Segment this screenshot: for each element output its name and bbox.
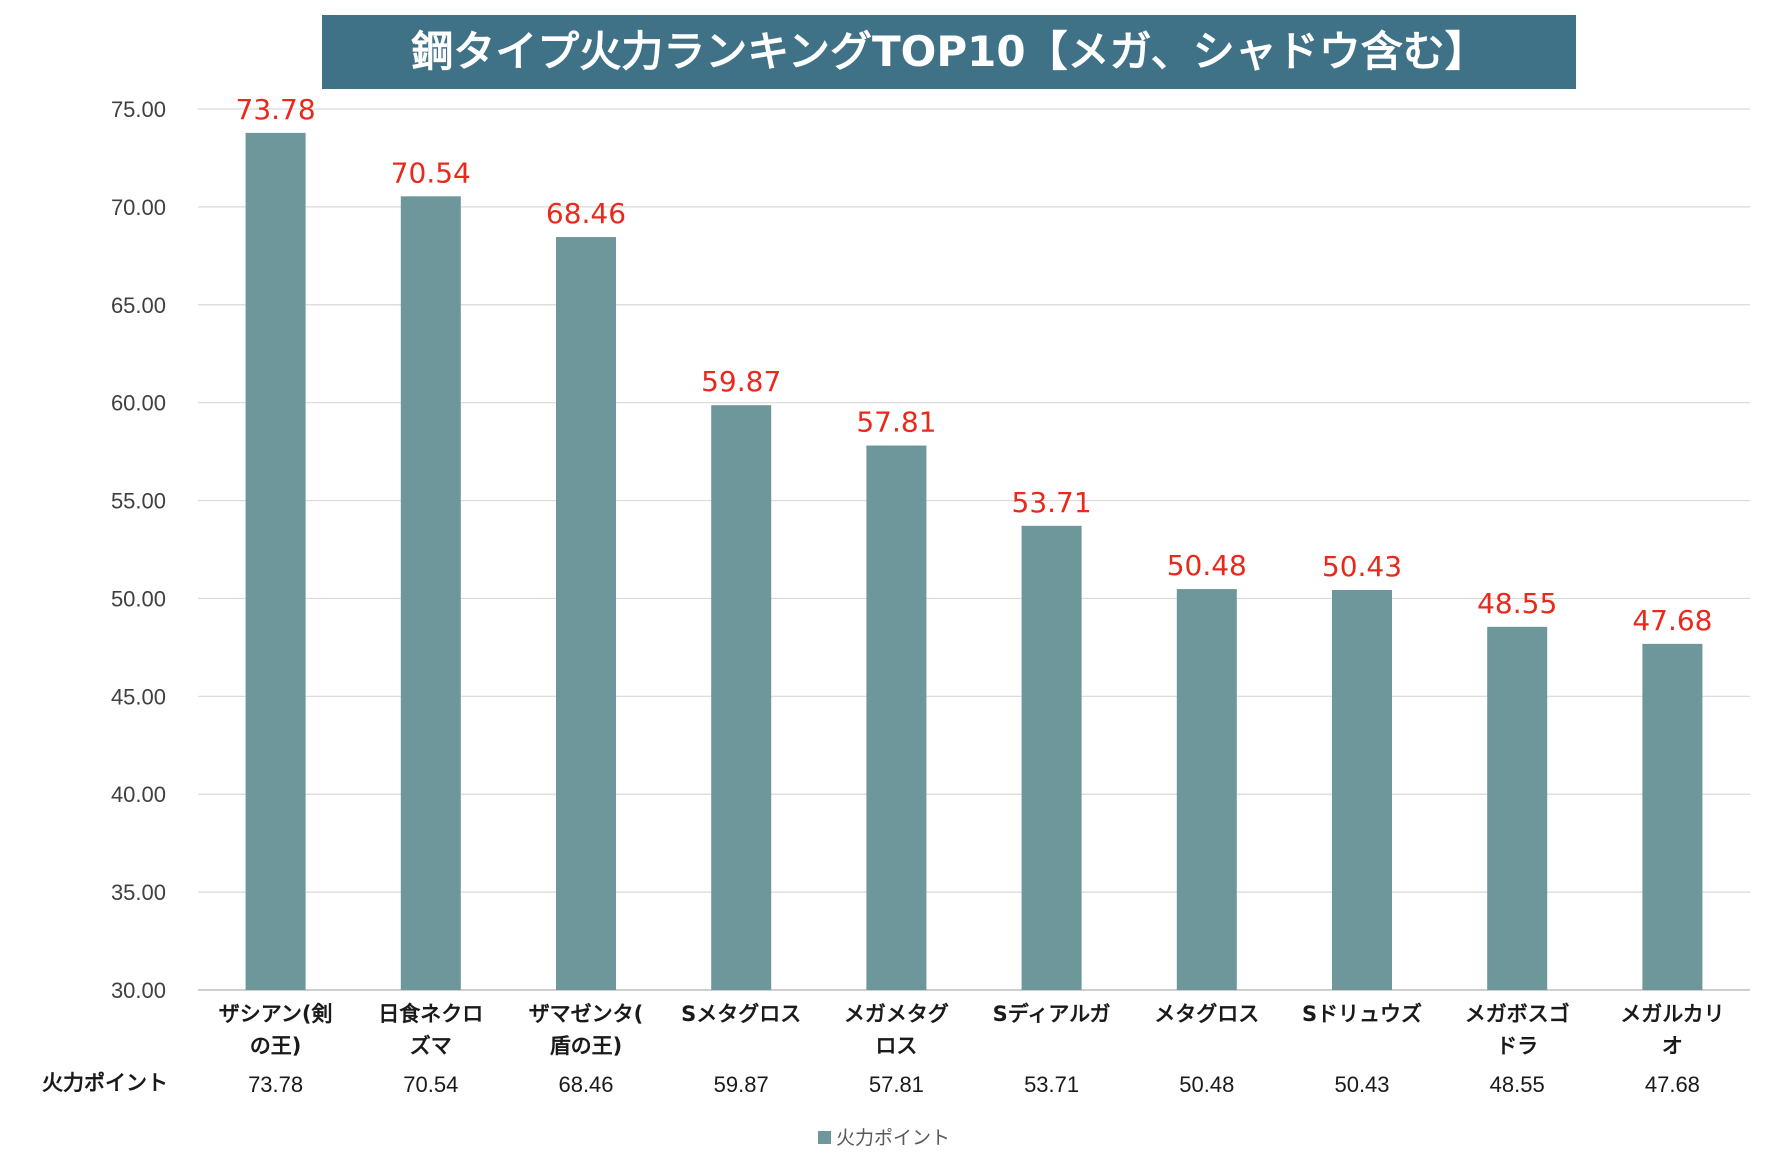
data-label: 68.46 [546, 197, 626, 230]
data-label: 59.87 [701, 365, 781, 398]
y-tick-label: 70.00 [111, 195, 166, 220]
table-cell: 57.81 [869, 1072, 924, 1097]
bar [400, 196, 461, 990]
y-tick-label: 75.00 [111, 97, 166, 122]
data-table: 火力ポイント 73.78 70.54 68.46 59.87 57.81 53.71 50.… [42, 1071, 1700, 1097]
table-cell: 68.46 [558, 1072, 613, 1097]
x-tick-label: ドラ [1496, 1034, 1538, 1058]
x-tick-label: メガメタグ [844, 1002, 949, 1026]
x-tick-label: 日食ネクロ [378, 1002, 483, 1026]
y-tick-label: 55.00 [111, 489, 166, 514]
table-cell: 47.68 [1645, 1072, 1700, 1097]
data-label: 50.43 [1322, 550, 1402, 583]
x-tick-label: ズマ [410, 1034, 452, 1058]
chart-title: 鋼タイプ火力ランキングTOP10【メガ、シャドウ含む】 [411, 27, 1486, 76]
bar [1332, 590, 1392, 990]
data-label-layer: 73.78 70.54 68.46 59.87 57.81 53.71 50.48 50.43… [236, 93, 1713, 637]
y-tick-label: 30.00 [111, 978, 166, 1003]
table-cell: 53.71 [1024, 1072, 1079, 1097]
legend: 火力ポイント [818, 1127, 950, 1149]
data-label: 47.68 [1632, 604, 1712, 637]
table-cell: 73.78 [248, 1072, 303, 1097]
bar [1487, 626, 1548, 990]
y-tick-label: 35.00 [111, 880, 166, 905]
x-tick-label: ロス [875, 1034, 917, 1058]
bar [866, 445, 927, 990]
x-tick-label: メガボスゴ [1465, 1002, 1570, 1026]
bar [711, 405, 772, 990]
x-tick-label: ザシアン(剣 [219, 1002, 333, 1026]
x-tick-label: 盾の王) [550, 1034, 623, 1058]
x-tick-label: Sディアルガ [993, 1002, 1111, 1026]
x-tick-label: の王) [250, 1034, 302, 1058]
y-tick-label: 50.00 [111, 586, 166, 611]
data-label: 73.78 [236, 93, 316, 126]
legend-label: 火力ポイント [836, 1127, 950, 1149]
bar [1021, 525, 1082, 990]
x-tick-label: オ [1662, 1034, 1683, 1058]
y-tick-label: 60.00 [111, 391, 166, 416]
legend-swatch [818, 1131, 831, 1144]
table-cell: 50.43 [1334, 1072, 1389, 1097]
table-cell: 48.55 [1490, 1072, 1545, 1097]
y-tick-label: 45.00 [111, 684, 166, 709]
x-tick-label: メタグロス [1154, 1002, 1259, 1026]
bar-layer [245, 132, 1703, 990]
title-banner [322, 15, 1576, 89]
bar [1642, 643, 1703, 990]
x-tick-label: Sメタグロス [681, 1002, 801, 1026]
table-series-name: 火力ポイント [42, 1071, 168, 1095]
x-tick-label: Sドリュウズ [1302, 1002, 1422, 1026]
table-cell: 59.87 [714, 1072, 769, 1097]
data-label: 70.54 [391, 156, 471, 189]
data-label: 50.48 [1167, 549, 1247, 582]
bar [1176, 589, 1237, 990]
data-label: 48.55 [1477, 587, 1557, 620]
bar [556, 237, 616, 990]
table-cell: 70.54 [403, 1072, 458, 1097]
x-tick-label: メガルカリ [1620, 1002, 1724, 1026]
bar [245, 132, 306, 990]
y-tick-label: 65.00 [111, 293, 166, 318]
table-cell: 50.48 [1179, 1072, 1234, 1097]
data-label: 53.71 [1012, 486, 1092, 519]
x-tick-label: ザマゼンタ( [529, 1002, 644, 1026]
data-label: 57.81 [856, 406, 936, 439]
y-tick-label: 40.00 [111, 782, 166, 807]
